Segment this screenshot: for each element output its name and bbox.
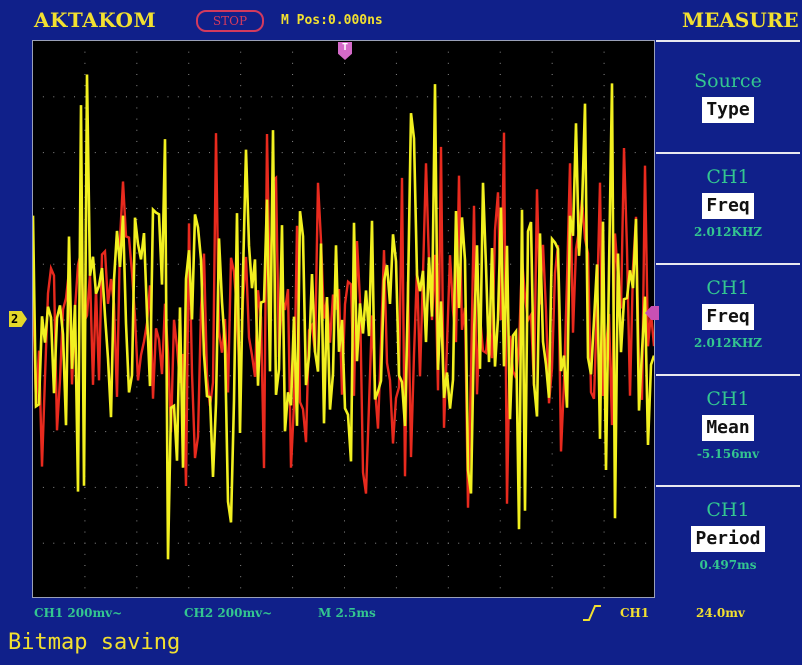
run-stop-badge[interactable]: STOP bbox=[196, 10, 264, 32]
menu-item-ch1-freq-1[interactable]: CH1 Freq 2.012KHZ bbox=[656, 152, 800, 263]
menu-item-head: CH1 bbox=[706, 388, 750, 410]
menu-item-value: 2.012KHZ bbox=[693, 225, 763, 239]
menu-item-head: CH1 bbox=[706, 499, 750, 521]
rising-edge-icon bbox=[583, 605, 601, 621]
horizontal-position-readout: M Pos:0.000ns bbox=[281, 13, 383, 28]
trigger-position-marker[interactable]: T bbox=[338, 42, 352, 60]
trigger-level: 24.0mv bbox=[696, 606, 745, 620]
menu-item-ch1-mean[interactable]: CH1 Mean -5.156mv bbox=[656, 374, 800, 485]
ch1-scale: CH1 200mv~ bbox=[34, 606, 123, 620]
menu-item-box: Period bbox=[691, 526, 765, 552]
ch2-scale: CH2 200mv~ bbox=[184, 606, 273, 620]
menu-item-ch1-period[interactable]: CH1 Period 0.497ms bbox=[656, 485, 800, 598]
timebase-readout: M 2.5ms bbox=[318, 606, 376, 620]
menu-item-box: Mean bbox=[702, 415, 754, 441]
menu-item-head: Source bbox=[694, 70, 762, 92]
measure-menu: Source Type CH1 Freq 2.012KHZ CH1 Freq 2… bbox=[656, 40, 800, 598]
menu-item-value: 0.497ms bbox=[699, 558, 757, 572]
status-message: Bitmap saving bbox=[8, 630, 181, 655]
ch2-ground-marker[interactable]: 2 bbox=[9, 311, 27, 327]
status-bar: CH1 200mv~ CH2 200mv~ M 2.5ms CH1 24.0mv bbox=[0, 600, 802, 624]
menu-item-value: 2.012KHZ bbox=[693, 336, 763, 350]
brand-logo: AKTAKOM bbox=[34, 8, 157, 32]
menu-item-box: Freq bbox=[702, 193, 754, 219]
menu-item-box: Freq bbox=[702, 304, 754, 330]
menu-item-ch1-freq-2[interactable]: CH1 Freq 2.012KHZ bbox=[656, 263, 800, 374]
menu-item-source-type[interactable]: Source Type bbox=[656, 40, 800, 152]
menu-title: MEASURE bbox=[682, 8, 799, 32]
top-bar: AKTAKOM STOP M Pos:0.000ns MEASURE bbox=[0, 0, 802, 38]
ch2-trace bbox=[33, 74, 654, 560]
menu-item-box: Type bbox=[702, 97, 754, 123]
waveform-plot bbox=[33, 51, 654, 589]
trigger-level-marker[interactable] bbox=[645, 306, 659, 320]
waveform-display bbox=[32, 40, 655, 598]
menu-item-head: CH1 bbox=[706, 277, 750, 299]
menu-item-head: CH1 bbox=[706, 166, 750, 188]
trigger-source: CH1 bbox=[620, 606, 650, 620]
menu-item-value: -5.156mv bbox=[696, 447, 760, 461]
